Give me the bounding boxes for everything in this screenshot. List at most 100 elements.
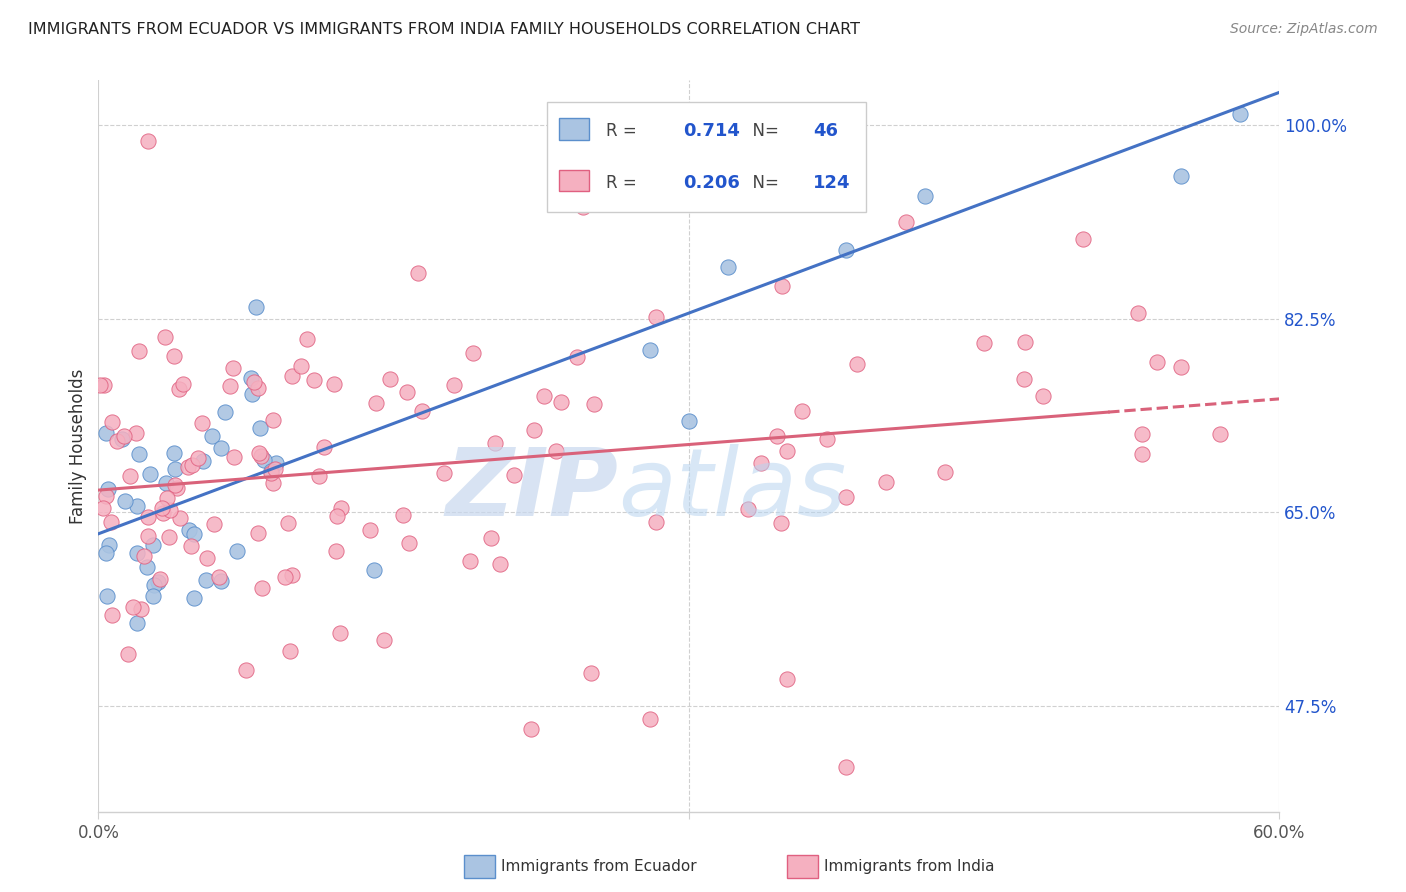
Point bbox=[973, 336, 995, 351]
Point bbox=[117, 647, 139, 661]
Point bbox=[406, 266, 429, 280]
Point bbox=[769, 516, 792, 530]
Point bbox=[489, 557, 512, 571]
Text: N=: N= bbox=[742, 174, 785, 192]
Point bbox=[100, 515, 122, 529]
Point bbox=[776, 444, 799, 458]
Point bbox=[207, 570, 229, 584]
Point bbox=[550, 395, 572, 409]
Point bbox=[243, 375, 266, 389]
Point bbox=[363, 563, 385, 577]
Point bbox=[1130, 427, 1153, 442]
Point bbox=[245, 301, 267, 315]
Point bbox=[533, 389, 555, 403]
Point bbox=[776, 137, 799, 152]
Point bbox=[247, 381, 270, 395]
Point bbox=[458, 554, 481, 568]
Point bbox=[846, 357, 869, 371]
Point bbox=[567, 350, 589, 364]
Point bbox=[751, 457, 773, 471]
Point bbox=[1014, 335, 1036, 350]
Point bbox=[127, 546, 149, 560]
Point bbox=[195, 551, 218, 566]
Point bbox=[304, 373, 326, 387]
Point bbox=[1032, 389, 1054, 403]
Point bbox=[835, 760, 858, 774]
Point bbox=[152, 500, 174, 515]
Point bbox=[249, 421, 271, 435]
Point bbox=[191, 416, 214, 430]
Point bbox=[93, 377, 115, 392]
Point bbox=[314, 441, 336, 455]
Point bbox=[127, 616, 149, 631]
Point bbox=[166, 481, 188, 495]
Point bbox=[1170, 169, 1192, 184]
Point bbox=[815, 433, 838, 447]
Point bbox=[247, 525, 270, 540]
Point bbox=[359, 523, 381, 537]
Y-axis label: Family Households: Family Households bbox=[69, 368, 87, 524]
Point bbox=[1012, 372, 1035, 386]
Point bbox=[274, 570, 297, 584]
Point bbox=[678, 414, 700, 428]
Text: N=: N= bbox=[742, 122, 785, 140]
Text: Immigrants from Ecuador: Immigrants from Ecuador bbox=[501, 859, 696, 873]
Point bbox=[378, 372, 401, 386]
Point bbox=[325, 543, 347, 558]
Text: 124: 124 bbox=[813, 174, 851, 192]
Point bbox=[1130, 447, 1153, 461]
Point bbox=[392, 508, 415, 523]
Point bbox=[582, 397, 605, 411]
Point bbox=[638, 712, 661, 726]
Point bbox=[202, 516, 225, 531]
Point bbox=[128, 344, 150, 359]
Point bbox=[262, 412, 284, 426]
Point bbox=[250, 581, 273, 595]
Point bbox=[148, 574, 170, 589]
Point bbox=[240, 371, 263, 385]
Point bbox=[278, 643, 301, 657]
Point bbox=[98, 538, 121, 552]
Point bbox=[163, 478, 186, 492]
Point bbox=[1209, 427, 1232, 442]
Text: 0.206: 0.206 bbox=[683, 174, 740, 192]
Point bbox=[373, 632, 395, 647]
Text: R =: R = bbox=[606, 174, 643, 192]
Point bbox=[443, 378, 465, 392]
Point bbox=[157, 530, 180, 544]
Point bbox=[737, 502, 759, 516]
Point bbox=[219, 379, 242, 393]
Point bbox=[159, 502, 181, 516]
Point bbox=[308, 469, 330, 483]
Point bbox=[934, 465, 956, 479]
Point bbox=[101, 608, 124, 623]
Point bbox=[201, 429, 224, 443]
Point bbox=[114, 493, 136, 508]
Point bbox=[143, 578, 166, 592]
Point bbox=[638, 343, 661, 358]
Point bbox=[96, 426, 118, 441]
Point bbox=[169, 510, 191, 524]
Point bbox=[226, 544, 249, 558]
Point bbox=[222, 450, 245, 464]
Point bbox=[222, 360, 245, 375]
Point bbox=[163, 349, 186, 363]
Point bbox=[1229, 106, 1251, 120]
Point bbox=[180, 540, 202, 554]
Point bbox=[260, 464, 283, 478]
Text: atlas: atlas bbox=[619, 444, 846, 535]
Point bbox=[177, 460, 200, 475]
Point bbox=[155, 329, 177, 343]
Point bbox=[645, 515, 668, 529]
Point bbox=[1071, 232, 1094, 246]
Point bbox=[149, 572, 172, 586]
Text: R =: R = bbox=[606, 122, 643, 140]
Point bbox=[644, 310, 666, 324]
Point bbox=[295, 332, 318, 346]
Text: 46: 46 bbox=[813, 122, 838, 140]
Point bbox=[776, 672, 799, 686]
Point bbox=[183, 527, 205, 541]
Point bbox=[323, 377, 346, 392]
Point bbox=[281, 368, 304, 383]
Point bbox=[129, 602, 152, 616]
